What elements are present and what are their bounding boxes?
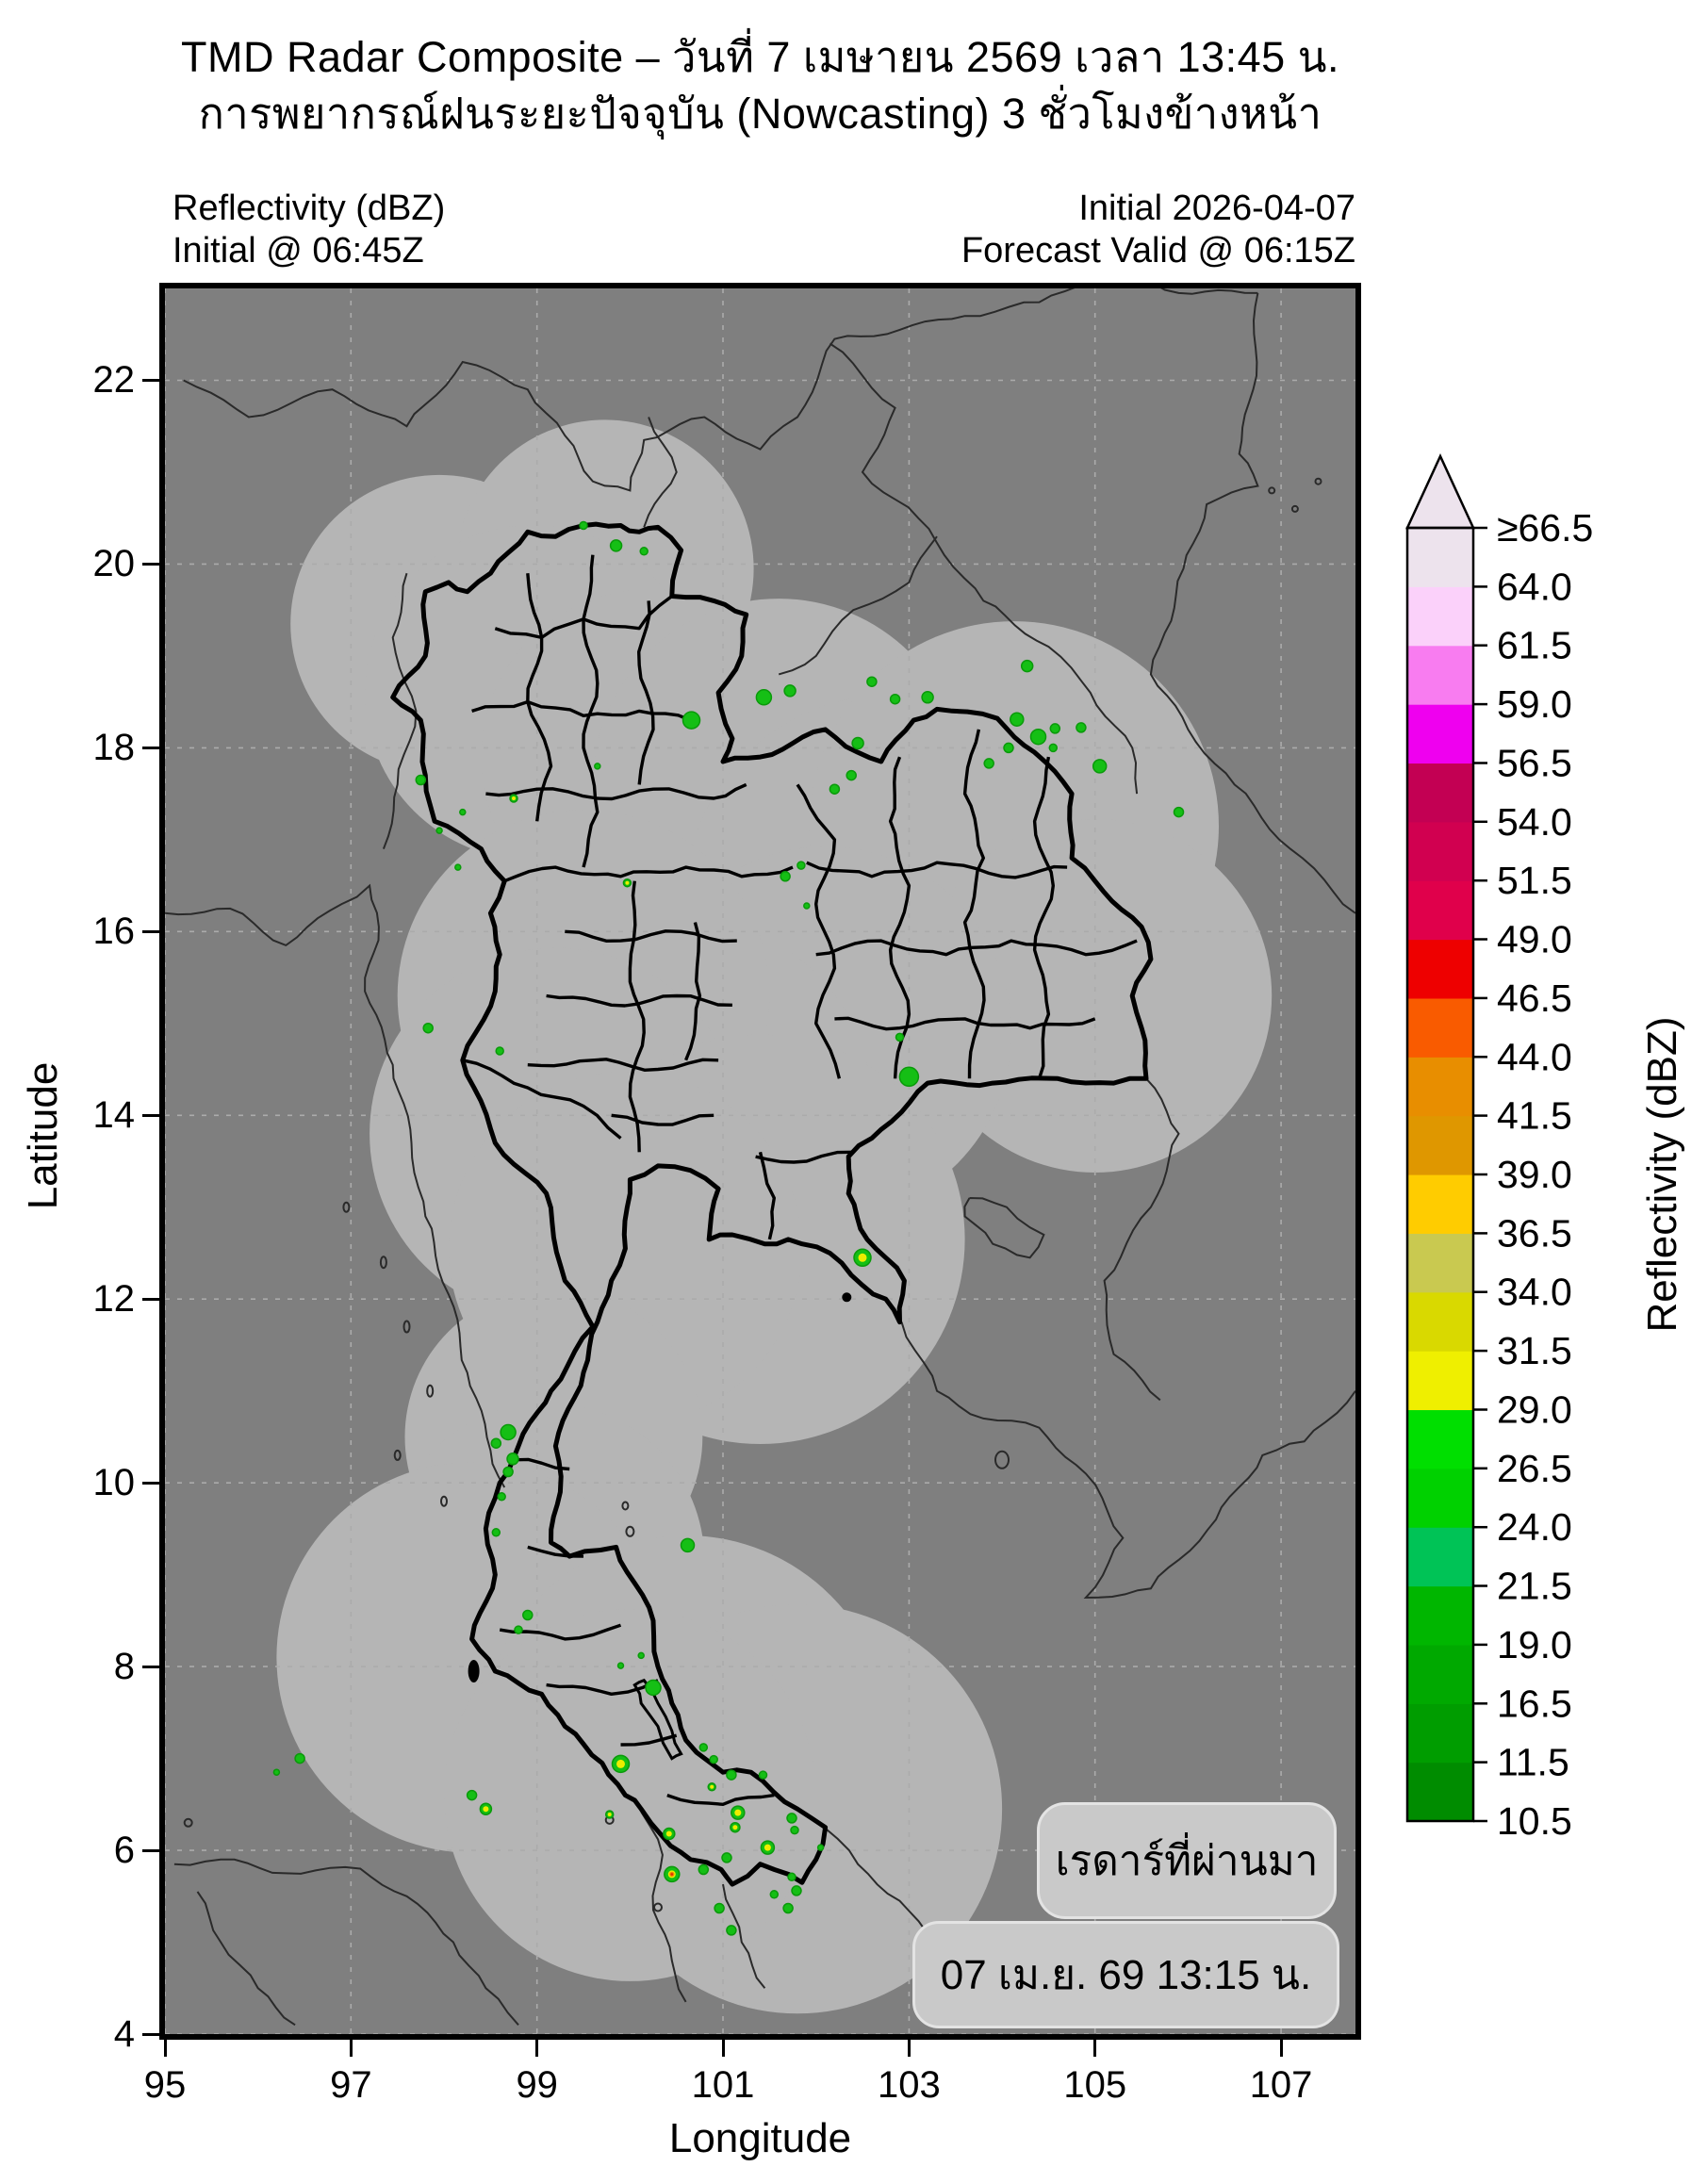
- colorbar-tick-label: 24.0: [1497, 1505, 1572, 1549]
- header-left-line1: Reflectivity (dBZ): [172, 189, 446, 228]
- colorbar-tick-label: 51.5: [1497, 859, 1572, 902]
- y-tick-mark: [142, 2032, 159, 2036]
- colorbar-tick-label: 44.0: [1497, 1035, 1572, 1078]
- y-tick-label: 20: [92, 543, 136, 585]
- radar-map-canvas: [165, 288, 1355, 2034]
- y-tick-mark: [142, 378, 159, 382]
- y-tick-label: 12: [92, 1278, 136, 1321]
- y-tick-mark: [142, 1848, 159, 1852]
- y-tick-mark: [142, 562, 159, 566]
- colorbar-tick-label: 41.5: [1497, 1094, 1572, 1138]
- x-tick-label: 105: [1063, 2064, 1127, 2106]
- x-tick-mark: [907, 2040, 911, 2057]
- colorbar-tick-label: 49.0: [1497, 918, 1572, 961]
- x-tick-label: 95: [143, 2064, 187, 2106]
- x-tick-label: 103: [878, 2064, 941, 2106]
- radar-map: [159, 283, 1361, 2040]
- x-tick-mark: [721, 2040, 725, 2057]
- colorbar-tick-label: 59.0: [1497, 682, 1572, 726]
- phuket-island: [468, 1660, 480, 1682]
- colorbar-tick-label: 11.5: [1497, 1741, 1569, 1784]
- colorbar-axis-label: Reflectivity (dBZ): [1639, 1017, 1685, 1333]
- y-axis-title: Latitude: [20, 1061, 66, 1210]
- graticule: [165, 288, 1355, 2034]
- radar-echoes: [272, 520, 1185, 1936]
- y-tick-label: 8: [113, 1646, 135, 1688]
- colorbar: ≥66.5 64.0 61.5 59.0 56.5 54.0 51.5 49.0 46.5 44.…: [1405, 453, 1685, 1843]
- colorbar-tick-label: 46.5: [1497, 977, 1572, 1020]
- page-subtitle: การพยากรณ์ฝนระยะปัจจุบัน (Nowcasting) 3 …: [198, 90, 1322, 138]
- colorbar-tick-label: 21.5: [1497, 1565, 1572, 1608]
- colorbar-extend-arrow: [1405, 453, 1475, 530]
- colorbar-tick-label: ≥66.5: [1497, 506, 1593, 550]
- x-tick-label: 97: [330, 2064, 372, 2106]
- map-annotation-timestamp: 07 เม.ย. 69 13:15 น.: [912, 1921, 1339, 2028]
- map-annotation-radar-past: เรดาร์ที่ผ่านมา: [1037, 1802, 1337, 1919]
- y-tick-label: 6: [113, 1830, 135, 1872]
- x-tick-mark: [535, 2040, 539, 2057]
- x-axis-title: Longitude: [668, 2115, 852, 2161]
- y-tick-mark: [142, 746, 159, 749]
- y-tick-label: 14: [92, 1094, 136, 1137]
- y-tick-label: 10: [92, 1462, 136, 1504]
- colorbar-tick-label: 61.5: [1497, 624, 1572, 667]
- colorbar-tick-label: 39.0: [1497, 1153, 1572, 1196]
- page-title: TMD Radar Composite – วันที่ 7 เมษายน 25…: [181, 33, 1339, 81]
- songkhla-lake: [632, 1678, 683, 1761]
- colorbar-tick-label: 10.5: [1497, 1799, 1572, 1843]
- thailand-outline: [390, 521, 1154, 1887]
- y-tick-label: 16: [92, 911, 136, 953]
- y-tick-mark: [142, 929, 159, 933]
- x-tick-label: 101: [691, 2064, 755, 2106]
- colorbar-tick-label: 54.0: [1497, 800, 1572, 844]
- province-borders: [462, 554, 1138, 1806]
- x-tick-mark: [163, 2040, 167, 2057]
- y-tick-mark: [142, 1113, 159, 1117]
- x-tick-label: 107: [1249, 2064, 1313, 2106]
- header-right-line2: Forecast Valid @ 06:15Z: [961, 231, 1355, 271]
- x-tick-label: 99: [516, 2064, 558, 2106]
- header-right: Initial 2026-04-07 Forecast Valid @ 06:1…: [961, 188, 1355, 272]
- colorbar-tick-label: 56.5: [1497, 742, 1572, 785]
- colorbar-tick-label: 26.5: [1497, 1447, 1572, 1490]
- colorbar-tick-label: 16.5: [1497, 1682, 1572, 1725]
- y-tick-label: 4: [113, 2013, 135, 2055]
- header-left: Reflectivity (dBZ) Initial @ 06:45Z: [172, 188, 445, 272]
- koh-chang-island: [842, 1292, 852, 1303]
- x-tick-mark: [349, 2040, 353, 2057]
- y-tick-label: 22: [92, 359, 136, 402]
- header-right-line1: Initial 2026-04-07: [1078, 189, 1355, 228]
- x-tick-mark: [1093, 2040, 1097, 2057]
- y-tick-label: 18: [92, 727, 136, 769]
- x-tick-mark: [1279, 2040, 1283, 2057]
- y-tick-mark: [142, 1481, 159, 1485]
- colorbar-tick-label: 36.5: [1497, 1211, 1572, 1255]
- header-left-line2: Initial @ 06:45Z: [172, 231, 424, 271]
- colorbar-tick-label: 29.0: [1497, 1388, 1572, 1432]
- colorbar-tick-label: 19.0: [1497, 1623, 1572, 1666]
- y-tick-mark: [142, 1297, 159, 1301]
- colorbar-tick-label: 64.0: [1497, 565, 1572, 608]
- y-tick-mark: [142, 1665, 159, 1668]
- colorbar-tick-label: 34.0: [1497, 1271, 1572, 1314]
- neighbor-borders: [165, 288, 1355, 2027]
- colorbar-tick-label: 31.5: [1497, 1329, 1572, 1372]
